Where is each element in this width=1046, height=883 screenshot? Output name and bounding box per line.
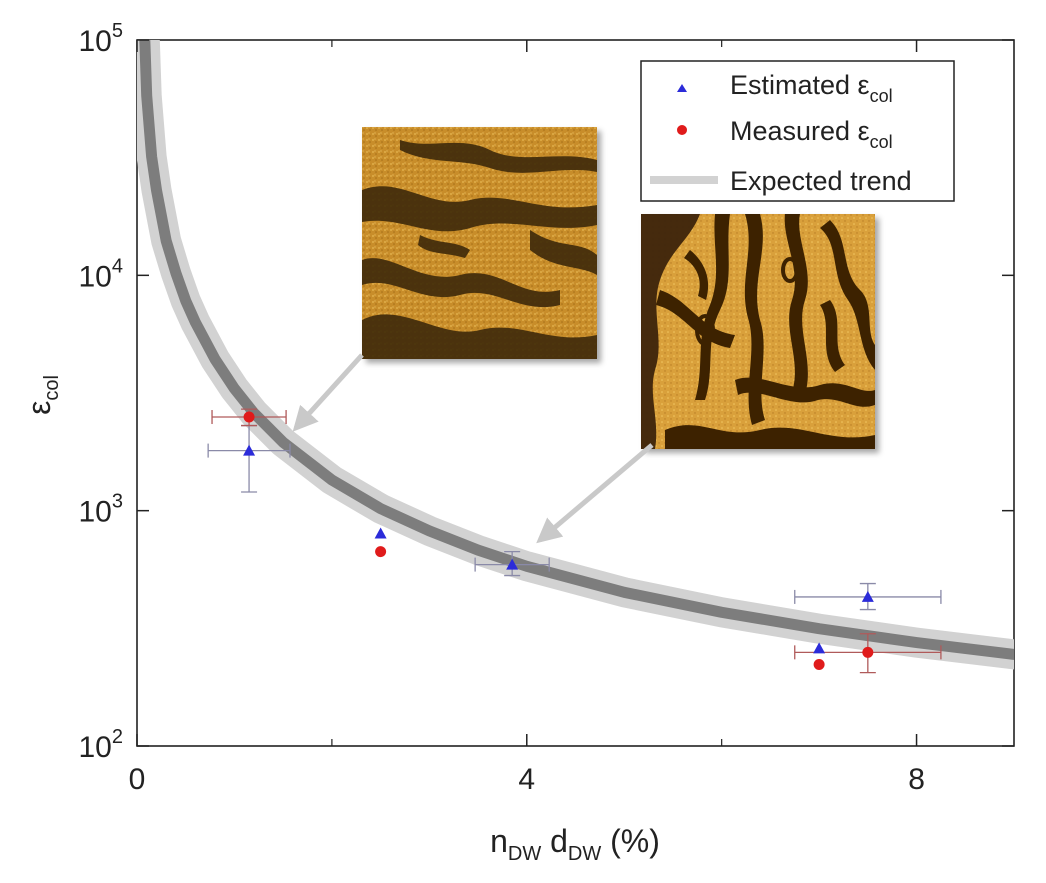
- plot-area-frame: [136, 39, 1015, 747]
- data-marks: [207, 408, 942, 674]
- legend-label-measured: Measured εcol: [730, 116, 893, 152]
- legend-marker-measured: [677, 125, 687, 135]
- y-tick-label: 104: [79, 255, 124, 293]
- y-tick-label: 105: [79, 20, 124, 58]
- x-tick-label: 8: [908, 763, 925, 796]
- estimated-point: [243, 444, 256, 456]
- x-tick-label: 4: [518, 763, 535, 796]
- inset-domain-image-high-density: [641, 214, 875, 449]
- measured-point: [813, 658, 825, 670]
- legend-label-trend: Expected trend: [730, 166, 912, 196]
- axes: 0 4 8 102 103 104 105: [79, 20, 1014, 796]
- legend-marker-estimated: [677, 84, 687, 92]
- estimated-point: [861, 590, 874, 602]
- measured-point: [862, 646, 874, 658]
- measured-point: [243, 411, 255, 423]
- expected-trend-band: [137, 40, 1014, 670]
- x-axis-title: nDW dDW (%): [490, 823, 660, 865]
- inset-arrow-low-density: [292, 353, 364, 432]
- y-tick-label: 103: [79, 491, 124, 529]
- measured-point: [375, 546, 387, 558]
- estimated-point: [506, 558, 519, 570]
- legend: Estimated εcol Measured εcol Expected tr…: [640, 60, 955, 202]
- y-tick-label: 102: [79, 726, 124, 764]
- x-tick-label: 0: [129, 763, 146, 796]
- estimated-point: [374, 527, 387, 539]
- trend-band-inner: [139, 40, 1014, 660]
- inset-arrow-high-density: [536, 443, 654, 544]
- inset-domain-image-low-density: [362, 127, 597, 359]
- legend-label-estimated: Estimated εcol: [730, 70, 893, 106]
- estimated-point: [813, 642, 826, 654]
- y-axis-title: εcol: [21, 375, 63, 415]
